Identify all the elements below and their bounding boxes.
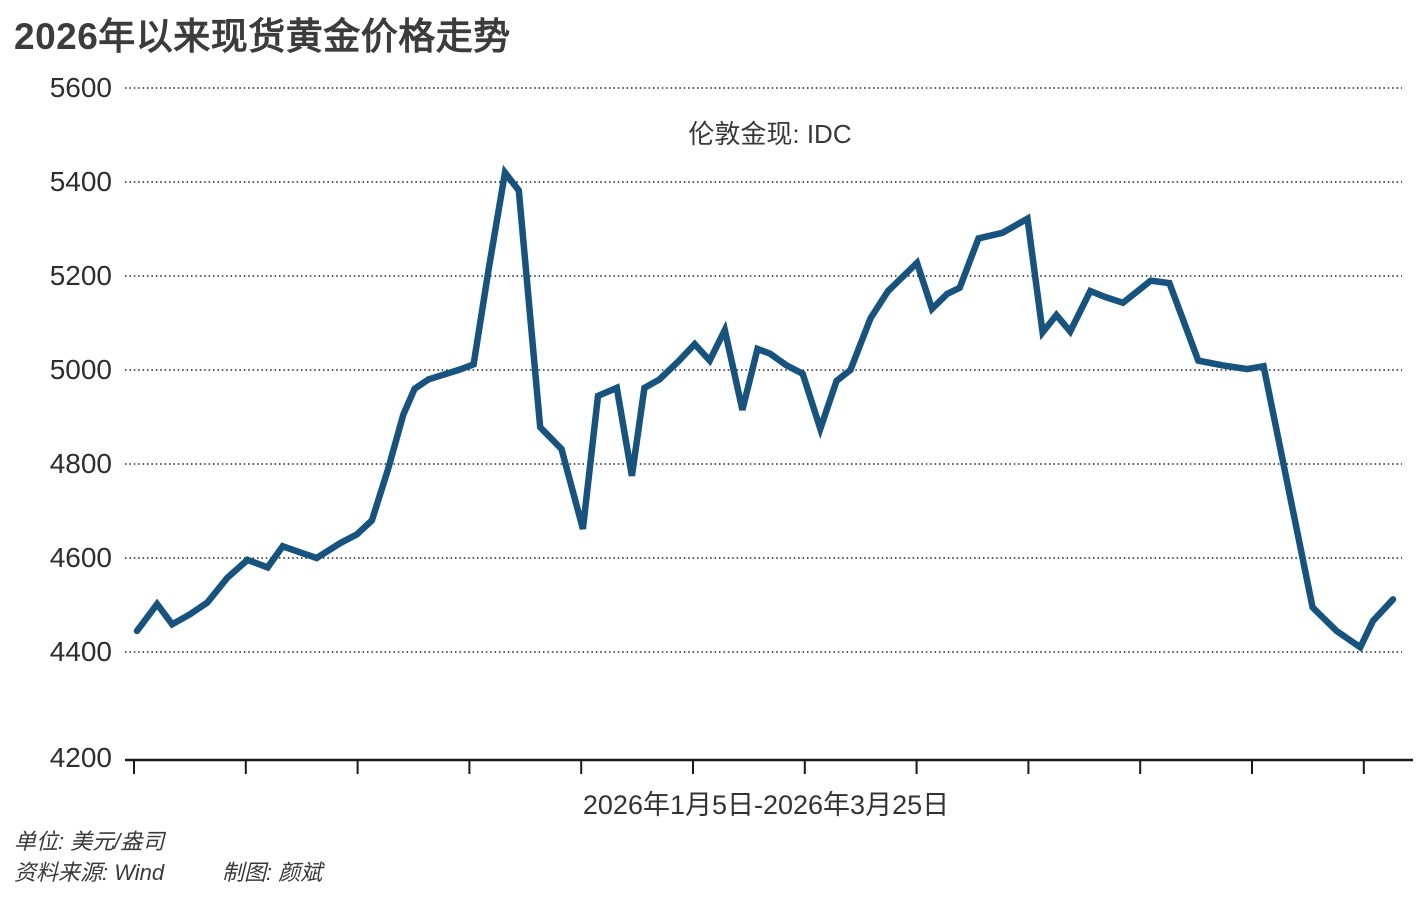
y-axis-tick-label: 5000 xyxy=(49,354,112,385)
gold-price-line xyxy=(133,164,1397,653)
y-axis-tick-label: 4800 xyxy=(49,448,112,479)
source-note: 资料来源: Wind xyxy=(14,860,165,885)
y-axis-tick-label: 5200 xyxy=(49,260,112,291)
y-axis-tick-label: 4400 xyxy=(49,636,112,667)
y-axis-tick-label: 5600 xyxy=(49,72,112,103)
y-axis-tick-label: 5400 xyxy=(49,166,112,197)
footer: 资料来源: Wind 制图: 颜斌 xyxy=(0,855,600,885)
chart-title: 2026年以来现货黄金价格走势 xyxy=(14,16,511,57)
y-axis-tick-label: 4200 xyxy=(49,742,112,773)
credit-note: 制图: 颜斌 xyxy=(222,860,323,885)
y-axis-tick-label: 4600 xyxy=(49,542,112,573)
y-axis: 5600 5400 5200 5000 4800 4600 4400 4200 xyxy=(0,0,112,898)
x-axis-range-label: 2026年1月5日-2026年3月25日 xyxy=(582,790,950,820)
unit-note: 单位: 美元/盎司 xyxy=(14,829,165,854)
series-label: 伦敦金现: IDC xyxy=(688,119,852,149)
